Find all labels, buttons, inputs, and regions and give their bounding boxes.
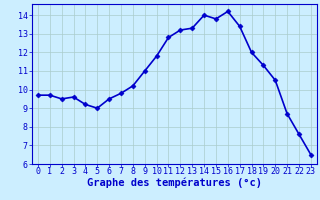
X-axis label: Graphe des températures (°c): Graphe des températures (°c) bbox=[87, 177, 262, 188]
